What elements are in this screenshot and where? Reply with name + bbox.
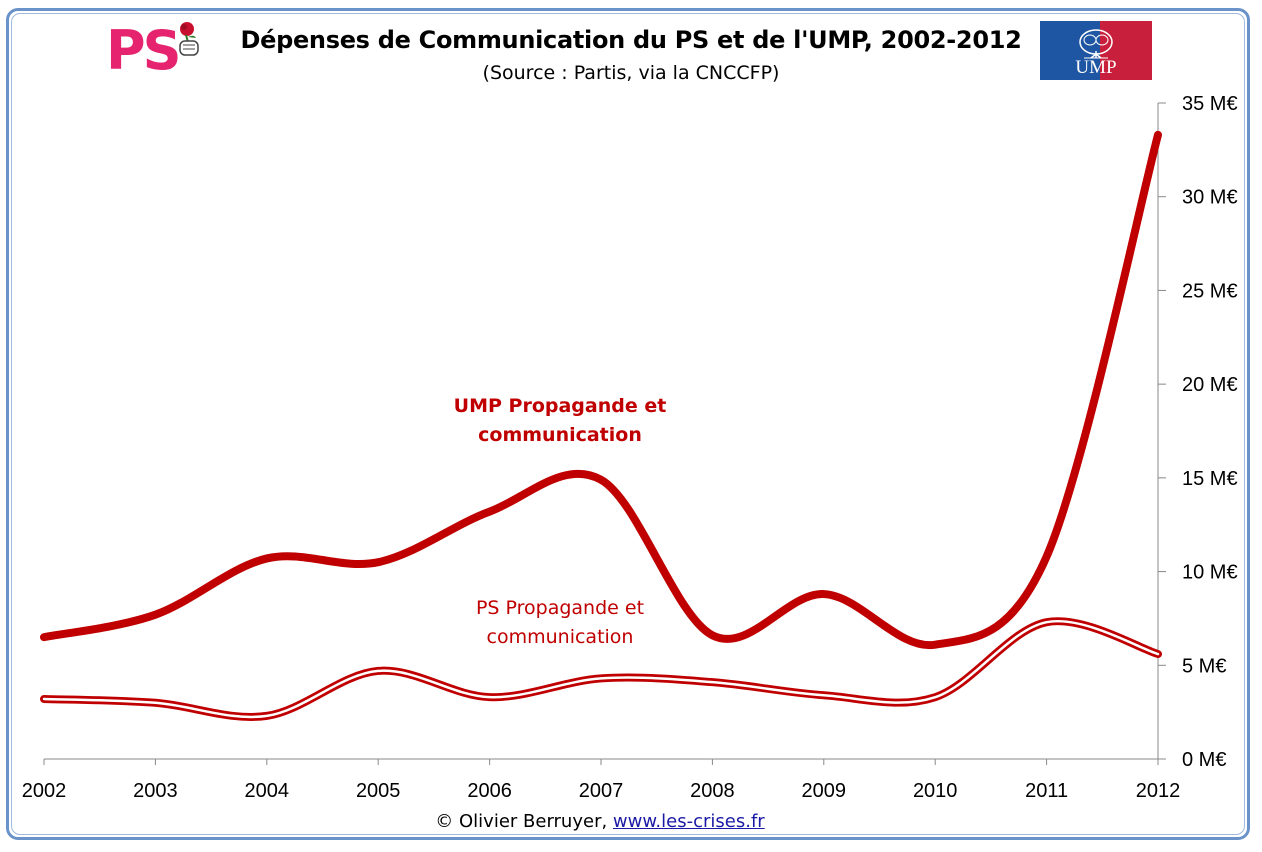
x-tick-label: 2010 [913, 780, 958, 802]
credit-text: © Olivier Berruyer, [435, 811, 608, 832]
x-tick-label: 2002 [22, 780, 67, 802]
ump-logo: UMP [1040, 21, 1152, 80]
y-tick-label: 25 M€ [1182, 280, 1238, 302]
x-tick-label: 2009 [802, 780, 847, 802]
ps-logo-text: PS [106, 19, 181, 82]
series-line-ump [40, 130, 1162, 650]
series-label-ump-line-2: communication [478, 424, 642, 446]
x-tick-label: 2011 [1025, 780, 1068, 802]
chart-subtitle: (Source : Partis, via la CNCCFP) [482, 62, 780, 84]
rose-fist-icon [179, 22, 199, 56]
series-line-ps-inner [42, 619, 1160, 719]
x-tick-label: 2012 [1136, 780, 1181, 802]
footer-credit: © Olivier Berruyer, www.les-crises.fr [0, 811, 1200, 832]
x-tick-label: 2003 [133, 780, 178, 802]
y-tick-label: 0 M€ [1182, 749, 1226, 771]
chart-frame-inner [11, 13, 1245, 835]
y-tick-label: 10 M€ [1182, 562, 1238, 584]
y-tick-label: 35 M€ [1182, 93, 1238, 115]
series-label-ps: PS Propagande et communication [450, 594, 670, 652]
chart-axes: 2002 2003 2004 2005 2006 2007 2008 2009 2010 2011… [22, 93, 1238, 802]
series-label-ump-line-1: UMP Propagande et [453, 395, 667, 417]
chart-title: Dépenses de Communication du PS et de l'… [240, 26, 1022, 54]
x-tick-label: 2008 [690, 780, 735, 802]
ps-logo: PS [106, 20, 206, 84]
x-tick-label: 2005 [356, 780, 401, 802]
y-tick-label: 15 M€ [1182, 468, 1238, 490]
x-tick-label: 2007 [579, 780, 624, 802]
chart-frame [6, 8, 1250, 840]
y-tick-label: 5 M€ [1182, 655, 1226, 677]
x-tick-label: 2004 [245, 780, 290, 802]
series-label-ps-line-1: PS Propagande et [475, 597, 645, 619]
series-label-ump: UMP Propagande et communication [440, 392, 680, 450]
series-label-ps-line-2: communication [486, 626, 634, 648]
y-tick-label: 30 M€ [1182, 187, 1238, 209]
ump-tree-icon [1040, 21, 1152, 80]
y-tick-label: 20 M€ [1182, 374, 1238, 396]
ump-logo-text: UMP [1075, 57, 1117, 78]
x-tick-label: 2006 [467, 780, 512, 802]
series-layer [40, 130, 1162, 721]
credit-link[interactable]: www.les-crises.fr [612, 811, 765, 832]
